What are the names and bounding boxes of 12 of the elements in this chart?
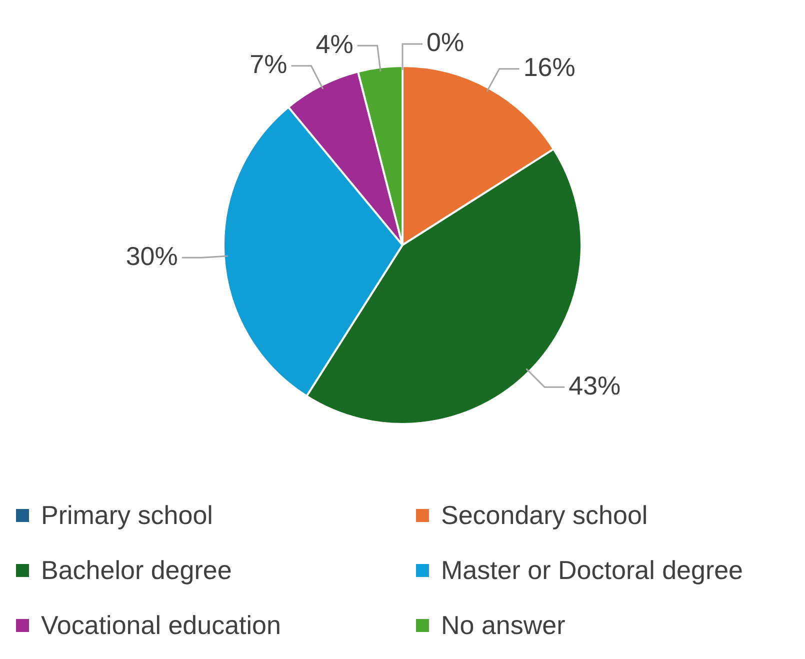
legend-label: Master or Doctoral degree bbox=[441, 555, 744, 586]
legend-label: Bachelor degree bbox=[41, 555, 232, 586]
data-label: 43% bbox=[568, 370, 621, 400]
data-label: 7% bbox=[250, 49, 288, 80]
legend-label: Vocational education bbox=[41, 610, 281, 641]
data-label: 16% bbox=[523, 52, 576, 82]
data-label: 30% bbox=[126, 240, 178, 271]
legend-label: No answer bbox=[441, 610, 566, 641]
text: 0% bbox=[426, 27, 464, 58]
legend-label: Secondary school bbox=[441, 500, 648, 531]
data-label: 4% bbox=[316, 28, 354, 59]
legend-label: Primary school bbox=[41, 500, 213, 531]
